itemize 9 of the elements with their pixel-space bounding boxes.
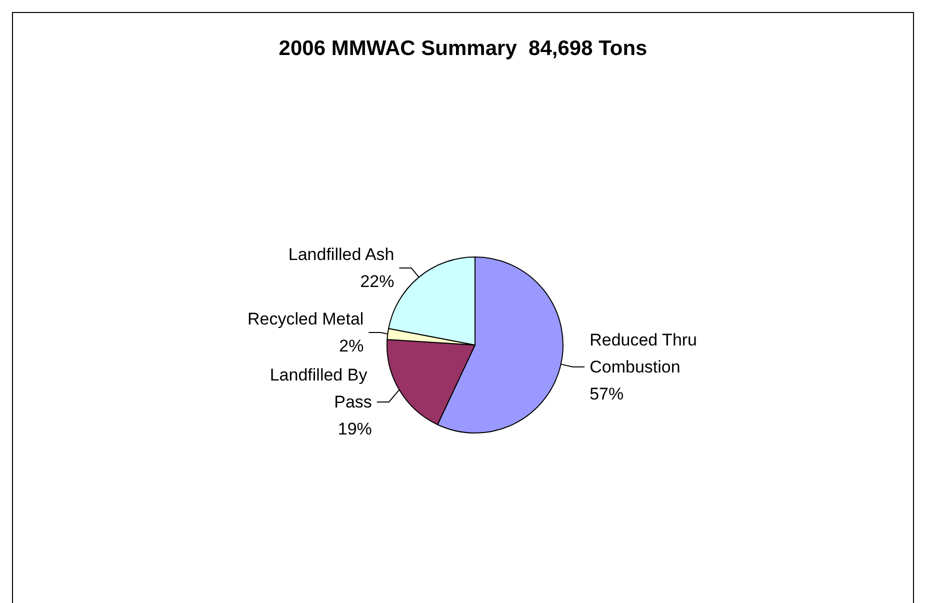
slice-label: Recycled Metal xyxy=(247,309,364,328)
data-label: 19% xyxy=(338,419,372,438)
slice-label: Landfilled By Pass xyxy=(270,365,372,412)
data-label: 2% xyxy=(339,336,364,356)
data-label: 57% xyxy=(590,384,624,404)
chart-title: 2006 MMWAC Summary 84,698 Tons xyxy=(278,37,648,60)
slice-label: Reduced Thru Combustion xyxy=(590,330,702,376)
slice-label: Landfilled Ash xyxy=(288,244,394,264)
data-label: 22% xyxy=(360,272,394,291)
